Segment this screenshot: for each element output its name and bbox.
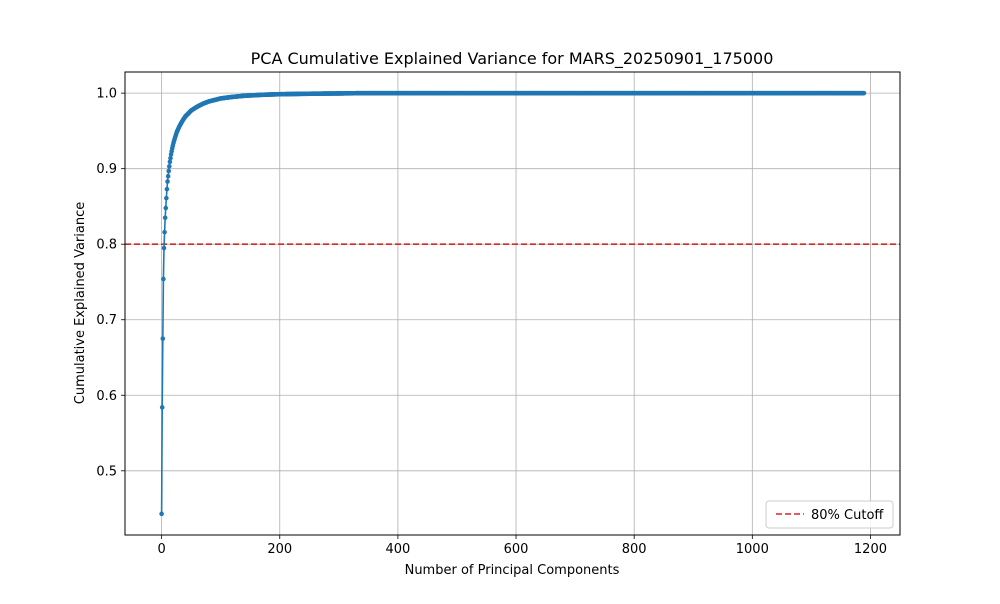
y-axis-ticks: 0.5 0.6 0.7 0.8 0.9 1.0 bbox=[96, 87, 125, 479]
y-tick-label: 0.5 bbox=[96, 464, 117, 479]
x-tick-label: 800 bbox=[622, 542, 647, 557]
y-tick-label: 1.0 bbox=[96, 87, 117, 102]
x-tick-label: 0 bbox=[157, 542, 165, 557]
x-tick-label: 1200 bbox=[854, 542, 887, 557]
y-axis-label: Cumulative Explained Variance bbox=[73, 202, 88, 404]
data-point bbox=[160, 336, 166, 341]
x-axis-label: Number of Principal Components bbox=[405, 563, 620, 578]
data-point bbox=[167, 159, 173, 165]
legend: 80% Cutoff bbox=[765, 500, 894, 529]
y-tick-label: 0.7 bbox=[96, 313, 117, 328]
x-tick-label: 400 bbox=[385, 542, 410, 557]
data-point bbox=[161, 276, 166, 282]
series-layer bbox=[159, 90, 867, 517]
data-point bbox=[162, 229, 167, 235]
data-point bbox=[168, 155, 173, 161]
data-point bbox=[161, 245, 167, 251]
data-point bbox=[163, 205, 169, 211]
x-tick-label: 200 bbox=[267, 542, 292, 557]
data-point bbox=[159, 405, 165, 410]
data-point bbox=[861, 90, 867, 96]
y-tick-label: 0.6 bbox=[96, 389, 117, 404]
y-tick-label: 0.9 bbox=[96, 162, 117, 177]
data-point bbox=[167, 164, 172, 169]
data-point bbox=[164, 186, 170, 192]
y-tick-label: 0.8 bbox=[96, 238, 117, 253]
data-point bbox=[165, 173, 171, 179]
data-point bbox=[159, 511, 164, 517]
data-point bbox=[165, 179, 170, 184]
data-point bbox=[166, 168, 172, 174]
chart-title: PCA Cumulative Explained Variance for MA… bbox=[251, 49, 774, 69]
legend-box bbox=[765, 500, 894, 529]
plot-frame bbox=[124, 71, 901, 536]
data-point bbox=[162, 215, 168, 221]
x-axis-ticks: 0 200 400 600 800 1000 1200 bbox=[157, 535, 887, 557]
legend-label-cutoff: 80% Cutoff bbox=[811, 508, 884, 523]
data-point bbox=[164, 195, 169, 201]
x-tick-label: 1000 bbox=[736, 542, 769, 557]
x-tick-label: 600 bbox=[504, 542, 529, 557]
